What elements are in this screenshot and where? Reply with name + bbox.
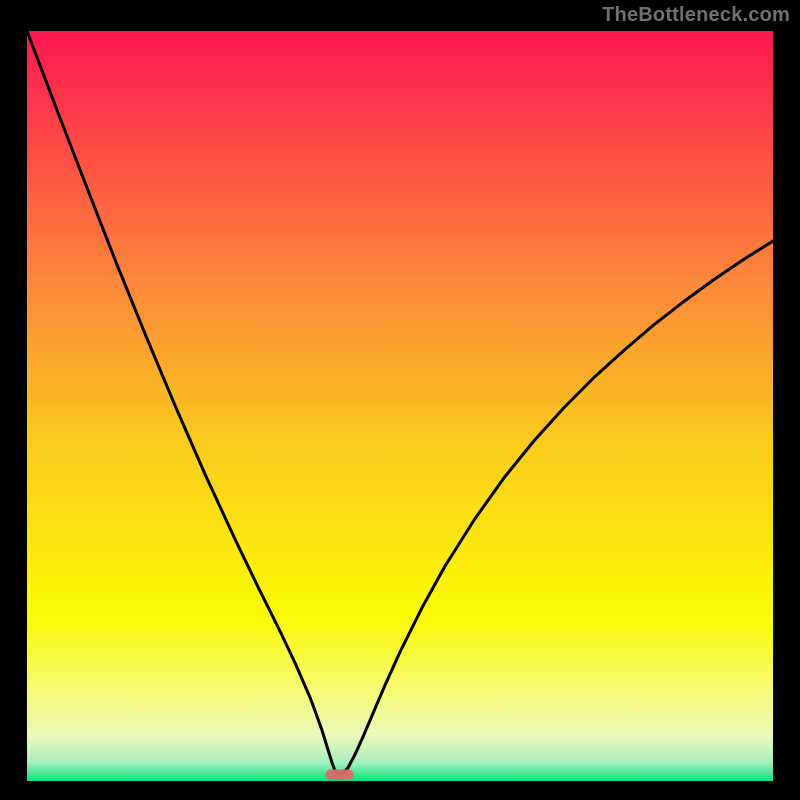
curve-vertex-marker [325,769,353,780]
watermark-text: TheBottleneck.com [602,4,790,27]
chart-page: TheBottleneck.com [0,0,800,800]
plot-area [27,31,773,781]
bottleneck-chart [0,0,800,800]
